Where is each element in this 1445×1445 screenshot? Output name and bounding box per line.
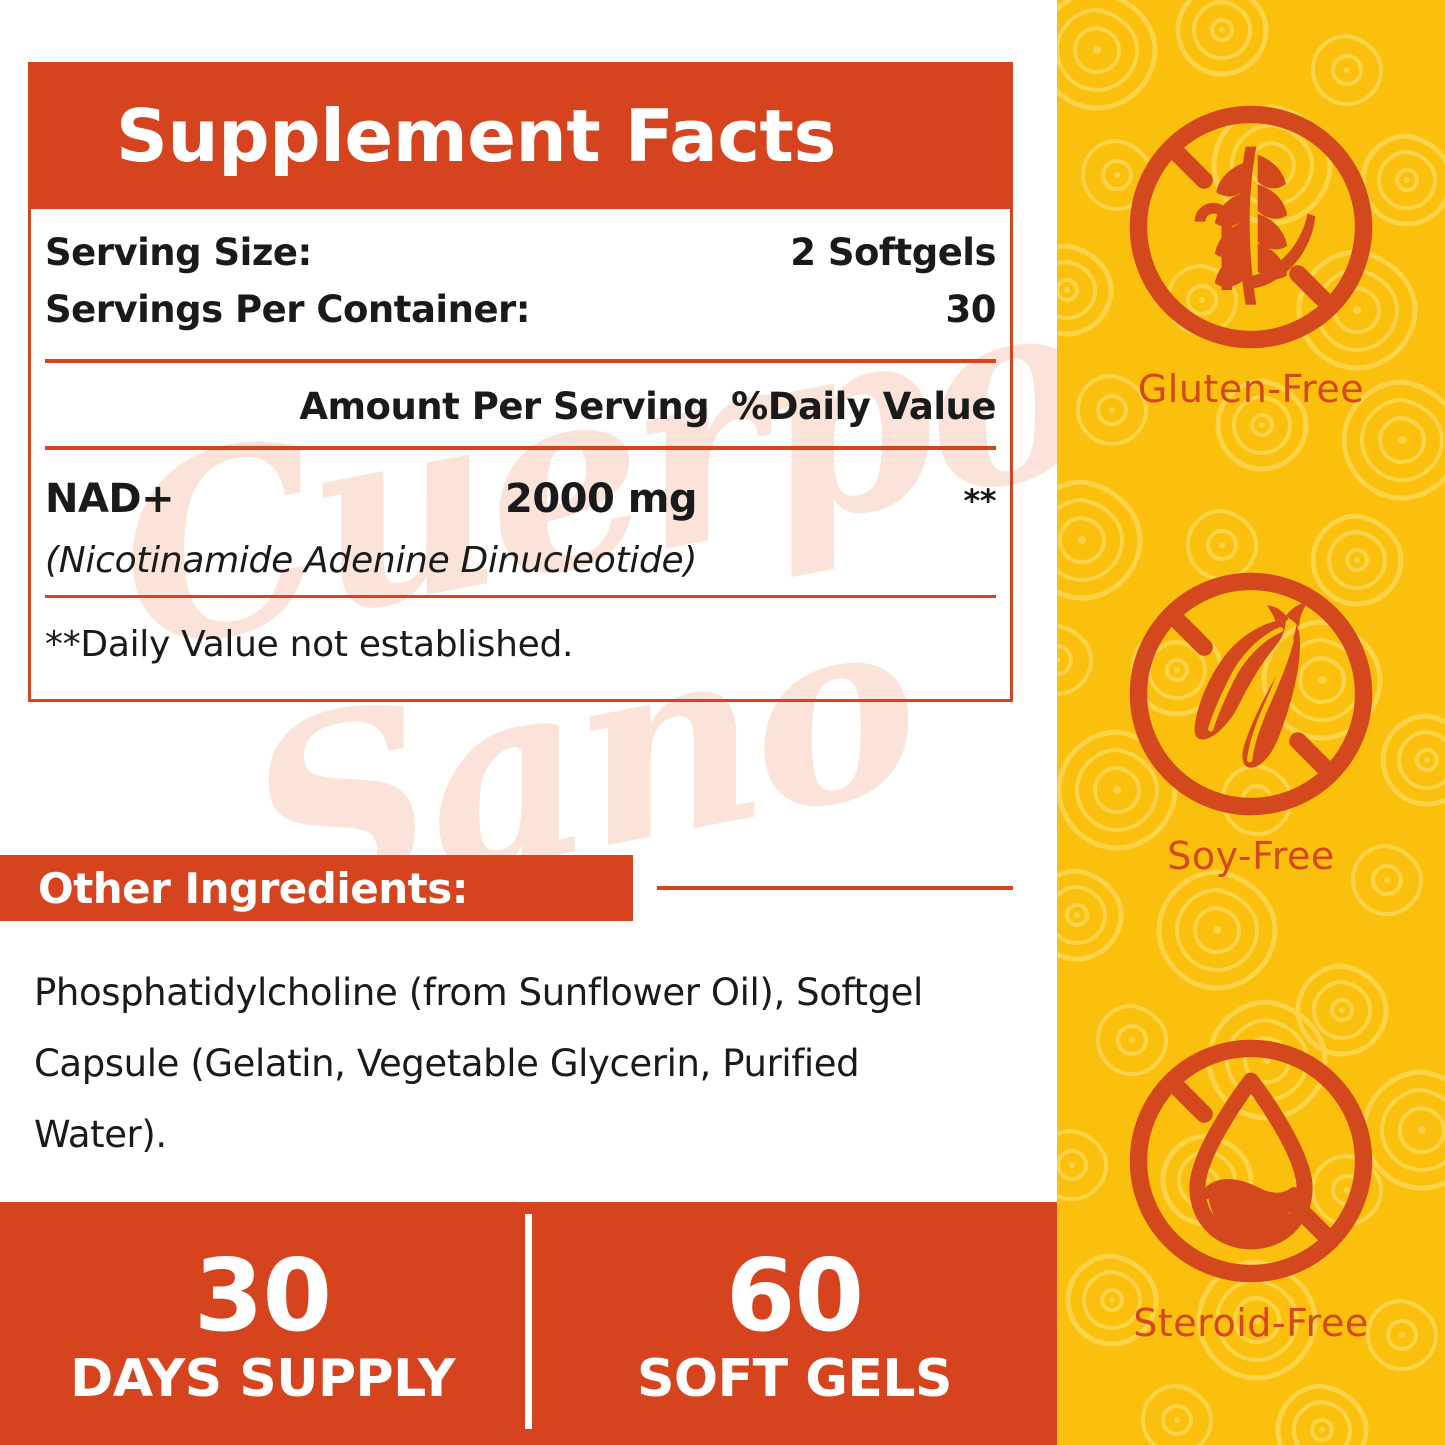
other-ingredients-text: Phosphatidylcholine (from Sunflower Oil)… [34, 971, 923, 1157]
badge-gluten-free: Gluten-Free [1117, 93, 1385, 411]
table-divider-3 [45, 595, 996, 598]
other-ingredients-section: Other Ingredients: Phosphatidylcholine (… [0, 855, 1013, 1170]
badge-list: Gluten-Free [1057, 0, 1445, 1445]
certification-badge-sidebar: Gluten-Free [1057, 0, 1445, 1445]
no-soybean-icon [1129, 572, 1373, 815]
badge-steroid-free: Steroid-Free [1117, 1027, 1385, 1345]
nutrient-chemical-name: (Nicotinamide Adenine Dinucleotide) [45, 540, 698, 581]
soft-gels-label: SOFT GELS [636, 1348, 953, 1409]
daily-value-footnote: **Daily Value not established. [45, 624, 574, 665]
servings-per-container-label: Servings Per Container: [45, 288, 531, 331]
days-supply-number: 30 [193, 1236, 332, 1354]
supplement-facts-panel: Cuerpo Sano Supplement Facts Serving Siz… [0, 62, 1057, 1445]
no-droplet-icon [1129, 1039, 1373, 1282]
banner-divider [525, 1214, 532, 1429]
supplement-facts-table: Supplement Facts Serving Size: 2 Softgel… [28, 62, 1013, 702]
table-divider-2 [45, 446, 996, 450]
other-ingredients-label: Other Ingredients: [38, 863, 469, 913]
badge-gluten-free-label: Gluten-Free [1137, 366, 1365, 411]
supply-count-banner: 30 DAYS SUPPLY 60 SOFT GELS [0, 1202, 1057, 1445]
no-wheat-icon [1129, 105, 1373, 348]
servings-per-container-value: 30 [945, 288, 997, 331]
nutrient-daily-value: ** [963, 482, 997, 520]
page-title: Supplement Facts [116, 93, 836, 178]
amount-per-serving-header-row: Amount Per Serving %Daily Value [45, 363, 996, 446]
servings-per-container-row: Servings Per Container: 30 [45, 274, 996, 359]
other-ingredients-header-row: Other Ingredients: [0, 855, 1013, 921]
nutrient-main-line: NAD+ 2000 mg ** [45, 476, 997, 522]
other-ingredients-divider [657, 886, 1013, 890]
supplement-facts-title-bar: Supplement Facts [28, 62, 1013, 209]
amount-per-serving-header: Amount Per Serving [299, 385, 710, 428]
other-ingredients-header-block: Other Ingredients: [0, 855, 633, 921]
nutrient-amount: 2000 mg [505, 476, 698, 522]
nutrient-row: NAD+ 2000 mg ** (Nicotinamide Adenine Di… [45, 450, 997, 595]
nutrient-name: NAD+ [45, 476, 175, 522]
serving-size-label: Serving Size: [45, 231, 312, 274]
serving-size-value: 2 Softgels [790, 231, 996, 274]
days-supply-block: 30 DAYS SUPPLY [0, 1202, 525, 1445]
soft-gels-number: 60 [725, 1236, 864, 1354]
supplement-facts-body: Serving Size: 2 Softgels Servings Per Co… [28, 209, 1013, 702]
table-divider-1 [45, 359, 996, 363]
badge-soy-free: Soy-Free [1117, 560, 1385, 878]
badge-soy-free-label: Soy-Free [1167, 833, 1335, 878]
badge-steroid-free-label: Steroid-Free [1133, 1300, 1369, 1345]
days-supply-label: DAYS SUPPLY [70, 1348, 455, 1409]
serving-size-row: Serving Size: 2 Softgels [45, 209, 996, 274]
soft-gels-block: 60 SOFT GELS [532, 1202, 1057, 1445]
daily-value-header: %Daily Value [731, 385, 996, 428]
